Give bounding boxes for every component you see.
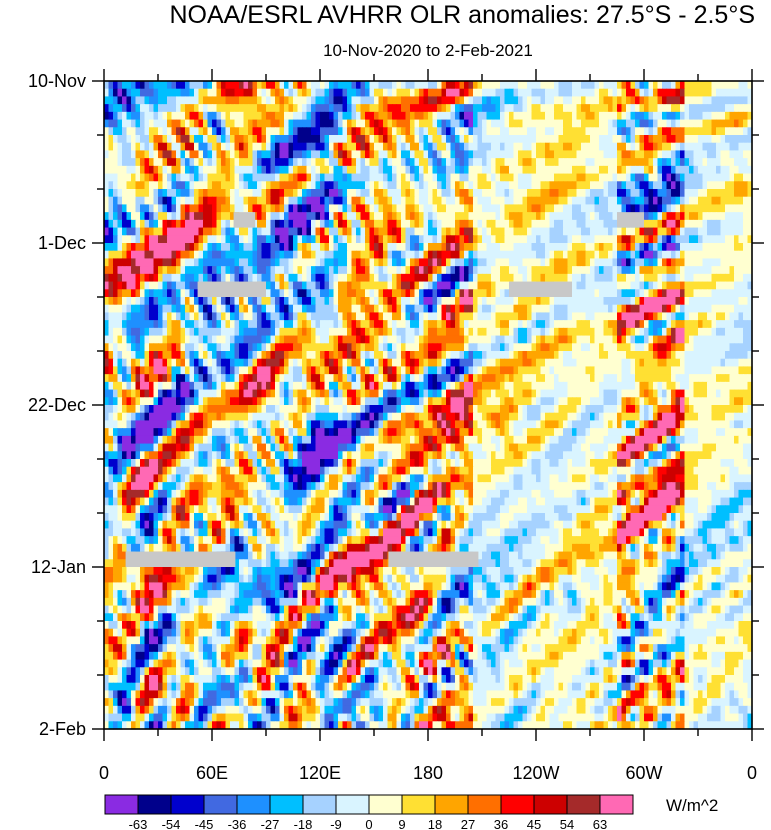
colorbar-swatch — [335, 794, 370, 815]
colorbar-unit-label: W/m^2 — [666, 796, 719, 815]
colorbar-tick-label: 0 — [365, 817, 372, 830]
colorbar-tick-label: 27 — [461, 817, 475, 830]
colorbar-tick-label: -36 — [228, 817, 247, 830]
olr-anomaly-field — [104, 81, 753, 730]
y-tick-label: 2-Feb — [39, 719, 86, 739]
colorbar-swatch — [104, 794, 139, 815]
x-tick-label: 60E — [196, 763, 228, 783]
colorbar-swatch — [467, 794, 502, 815]
colorbar-tick-label: -54 — [162, 817, 181, 830]
colorbar-swatch — [302, 794, 337, 815]
colorbar-swatch — [236, 794, 271, 815]
colorbar-swatch — [566, 794, 601, 815]
x-tick-label: 0 — [747, 763, 757, 783]
missing-data-patch — [617, 212, 644, 228]
colorbar-tick-label: -27 — [261, 817, 280, 830]
colorbar-tick-label: -45 — [195, 817, 214, 830]
x-tick-label: 120W — [512, 763, 559, 783]
missing-data-patch — [197, 281, 266, 297]
colorbar-swatch — [170, 794, 205, 815]
colorbar-tick-label: 36 — [494, 817, 508, 830]
colorbar-swatch — [434, 794, 469, 815]
missing-data-patch — [125, 551, 236, 567]
colorbar-swatch — [599, 794, 634, 815]
colorbar-swatch — [533, 794, 568, 815]
y-tick-label: 1-Dec — [38, 233, 86, 253]
colorbar-swatch — [368, 794, 403, 815]
colorbar-tick-label: 45 — [527, 817, 541, 830]
chart-subtitle: 10-Nov-2020 to 2-Feb-2021 — [323, 41, 533, 60]
colorbar-swatch — [203, 794, 238, 815]
axis-labels: 0 60E 120E 180 120W 60W 0 10-Nov 1-Dec 22-Dec 12-J… — [28, 71, 757, 783]
colorbar-tick-label: -63 — [129, 817, 148, 830]
axis-ticks — [92, 69, 764, 741]
colorbar-tick-label: 9 — [398, 817, 405, 830]
x-tick-label: 120E — [299, 763, 341, 783]
colorbar-tick-label: 54 — [560, 817, 574, 830]
chart-title: NOAA/ESRL AVHRR OLR anomalies: 27.5°S - … — [169, 1, 755, 29]
missing-data-patch — [388, 551, 479, 567]
y-tick-label: 22-Dec — [28, 395, 86, 415]
colorbar: -63 -54 -45 -36 -27 -18 -9 0 9 18 27 36 45 54 63 — [104, 794, 634, 830]
colorbar-tick-label: -9 — [330, 817, 342, 830]
x-tick-label: 0 — [99, 763, 109, 783]
missing-data-patch — [509, 281, 572, 297]
x-tick-label: 180 — [413, 763, 443, 783]
colorbar-swatch — [269, 794, 304, 815]
colorbar-swatch — [137, 794, 172, 815]
y-tick-label: 10-Nov — [28, 71, 86, 91]
colorbar-tick-label: 18 — [428, 817, 442, 830]
colorbar-swatch — [500, 794, 535, 815]
missing-data-patch — [233, 212, 256, 228]
colorbar-tick-label: -18 — [294, 817, 313, 830]
x-tick-label: 60W — [625, 763, 662, 783]
missing-data-layer — [125, 212, 644, 567]
colorbar-swatch — [401, 794, 436, 815]
y-tick-label: 12-Jan — [31, 557, 86, 577]
colorbar-tick-label: 63 — [593, 817, 607, 830]
